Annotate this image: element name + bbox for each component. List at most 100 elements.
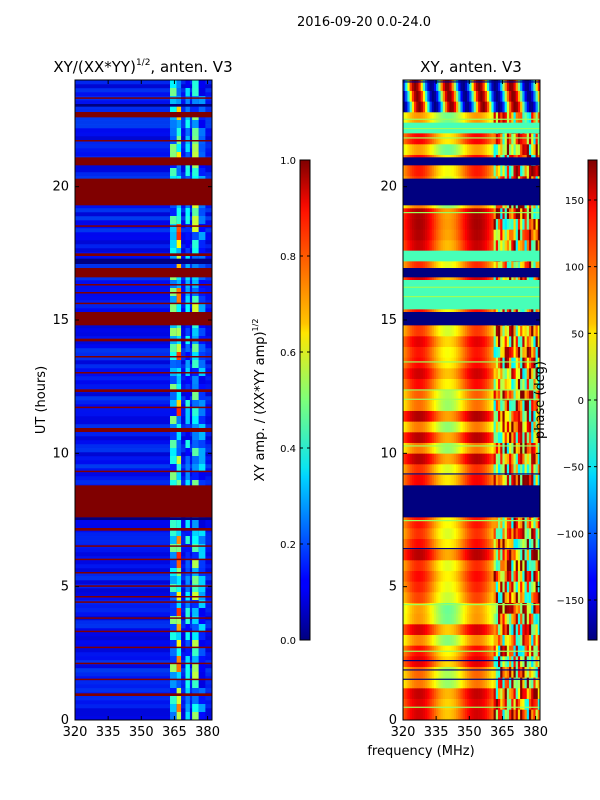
phase-cell [515, 464, 519, 475]
amp-row [75, 208, 212, 213]
phase-cell [535, 709, 539, 720]
amp-row [75, 296, 212, 301]
phase-cell [416, 218, 419, 230]
phase-cell [500, 346, 503, 358]
phase-cell [411, 528, 415, 539]
phase-cell [460, 261, 463, 273]
phase-stripe [403, 389, 540, 391]
phase-cell [528, 229, 532, 241]
phase-cell [528, 421, 532, 433]
phase-cell [504, 357, 508, 369]
phase-cell [526, 677, 530, 689]
phase-cell [524, 208, 528, 219]
amp-row [75, 712, 212, 717]
phase-cell [506, 581, 510, 593]
phase-cell [460, 442, 463, 454]
phase-cell [535, 240, 539, 251]
phase-cell [403, 677, 406, 689]
phase-cell [495, 624, 499, 635]
phase-cell [524, 549, 528, 561]
phase-cell [537, 144, 540, 155]
phase-cell [414, 272, 417, 283]
amp-cell [198, 96, 206, 104]
phase-cell [520, 144, 523, 155]
phase-cell [436, 453, 439, 465]
phase-cell [533, 560, 536, 571]
phase-cell [478, 549, 481, 561]
phase-cell [425, 272, 428, 283]
phase-cell [482, 624, 486, 635]
phase-cell [469, 165, 472, 177]
phase-cell [482, 688, 486, 699]
phase-cell [407, 581, 410, 593]
phase-cell [414, 410, 417, 422]
phase-cell [429, 698, 433, 710]
phase-cell [515, 368, 519, 379]
amp-cell [176, 416, 182, 424]
phase-cell [484, 602, 488, 614]
phase-cell [411, 389, 415, 401]
phase-cell [498, 538, 501, 550]
phase-cell [506, 378, 510, 390]
phase-cell [447, 368, 450, 379]
phase-cell [471, 240, 475, 251]
phase-cell [515, 421, 519, 433]
phase-cell [498, 165, 501, 177]
amp-cell [176, 648, 182, 656]
phase-cell [473, 389, 477, 401]
phase-cell [436, 581, 439, 593]
phase-cell [528, 368, 532, 379]
phase-cell [447, 464, 450, 475]
phase-cell [431, 346, 435, 358]
phase-cell [511, 80, 514, 91]
phase-cell [403, 528, 406, 539]
phase-cell [458, 90, 461, 102]
phase-cell [513, 378, 516, 390]
phase-cell [502, 592, 505, 603]
amp-row [75, 164, 212, 169]
phase-cell [469, 325, 472, 337]
phase-cell [436, 368, 439, 379]
phase-cell [436, 101, 439, 113]
phase-stripe [403, 398, 540, 400]
phase-cell [506, 133, 510, 145]
phase-cell [515, 400, 519, 411]
phase-cell [506, 517, 510, 529]
phase-cell [489, 90, 492, 102]
phase-cell [526, 133, 530, 145]
colorbar-tick-label: 1.0 [280, 156, 296, 167]
phase-cell [506, 464, 510, 475]
phase-cell [498, 208, 501, 219]
phase-cell [504, 400, 508, 411]
phase-cell [528, 400, 532, 411]
phase-cell [462, 261, 466, 273]
phase-cell [517, 112, 521, 123]
phase-cell [491, 560, 494, 571]
phase-cell [407, 432, 410, 443]
phase-cell [498, 101, 501, 113]
phase-cell [416, 336, 419, 347]
amp-cell [192, 416, 199, 424]
phase-cell [425, 517, 428, 529]
phase-cell [469, 229, 472, 241]
phase-cell [405, 698, 408, 710]
phase-cell [526, 218, 530, 230]
phase-cell [478, 698, 481, 710]
phase-cell [416, 80, 419, 81]
phase-stripe [403, 678, 540, 680]
phase-cell [504, 346, 508, 358]
amp-row [75, 244, 212, 249]
phase-cell [469, 112, 472, 123]
phase-cell [524, 560, 528, 571]
phase-cell [409, 304, 413, 315]
phase-cell [420, 602, 424, 614]
phase-cell [491, 592, 494, 603]
amp-cell [176, 296, 182, 304]
phase-cell [422, 218, 426, 230]
phase-cell [420, 218, 424, 230]
amp-row [75, 648, 212, 653]
phase-cell [425, 208, 428, 219]
phase-cell [537, 442, 540, 454]
phase-cell [418, 602, 421, 614]
phase-cell [515, 613, 519, 625]
